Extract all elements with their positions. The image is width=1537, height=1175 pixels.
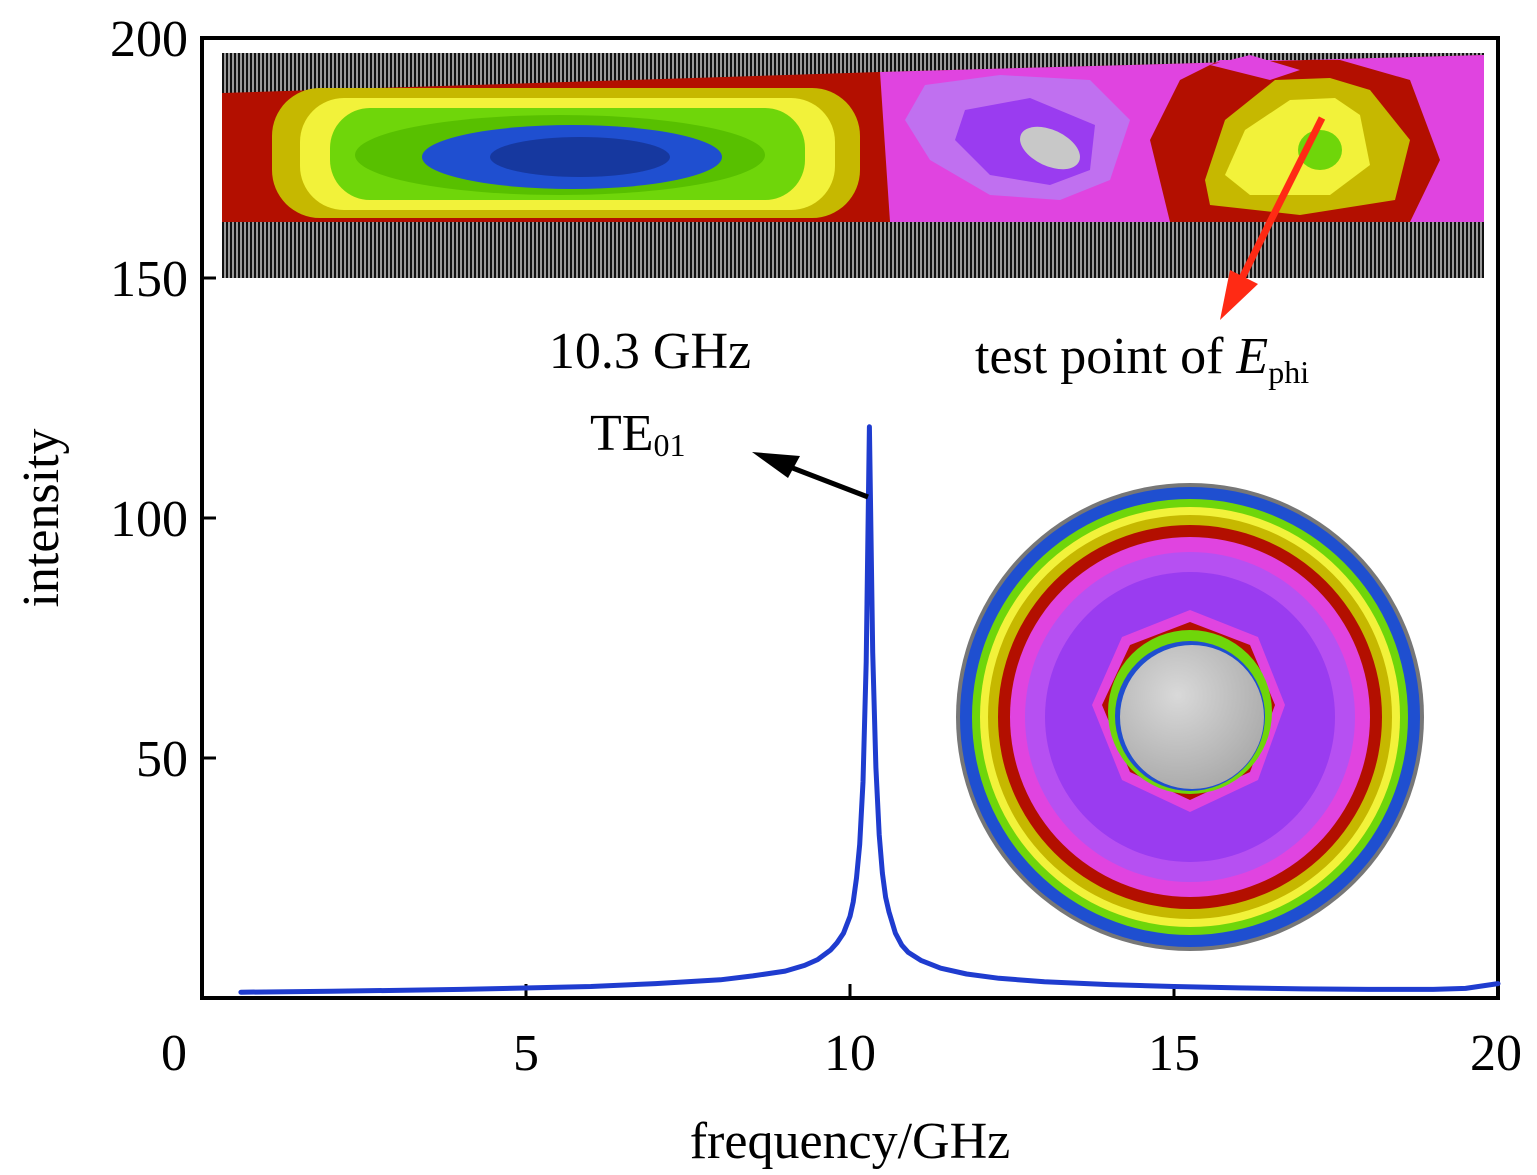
- test-point-variable: E: [1235, 328, 1268, 385]
- x-tick-label: 20: [1470, 1025, 1522, 1082]
- field-inset-longitudinal: [222, 53, 1484, 278]
- mode-label: TE01: [590, 405, 686, 463]
- y-tick-label: 50: [136, 731, 188, 788]
- mode-subscript: 01: [654, 427, 686, 463]
- test-point-main: test point of: [975, 328, 1236, 385]
- test-point-arrow: [1220, 116, 1326, 320]
- x-tick-label: 0: [161, 1025, 187, 1082]
- x-axis: 0 5 10 15 20: [161, 984, 1522, 1082]
- test-point-subscript: phi: [1268, 354, 1309, 390]
- mode-main: TE: [590, 405, 654, 462]
- y-tick-label: 100: [110, 491, 188, 548]
- y-tick-label: 150: [110, 251, 188, 308]
- y-tick-label: 200: [110, 11, 188, 68]
- peak-frequency-label: 10.3 GHz: [549, 323, 751, 380]
- x-axis-title: frequency/GHz: [690, 1113, 1011, 1170]
- y-axis-title: intensity: [13, 428, 70, 607]
- peak-arrow: [752, 452, 869, 500]
- x-tick-label: 5: [513, 1025, 539, 1082]
- x-tick-label: 10: [824, 1025, 876, 1082]
- test-point-label: test point of Ephi: [975, 328, 1309, 390]
- series-line: [238, 424, 1501, 995]
- x-tick-label: 15: [1148, 1025, 1200, 1082]
- field-inset-crosssection: [956, 483, 1424, 951]
- y-axis: 50 100 150 200: [110, 11, 216, 788]
